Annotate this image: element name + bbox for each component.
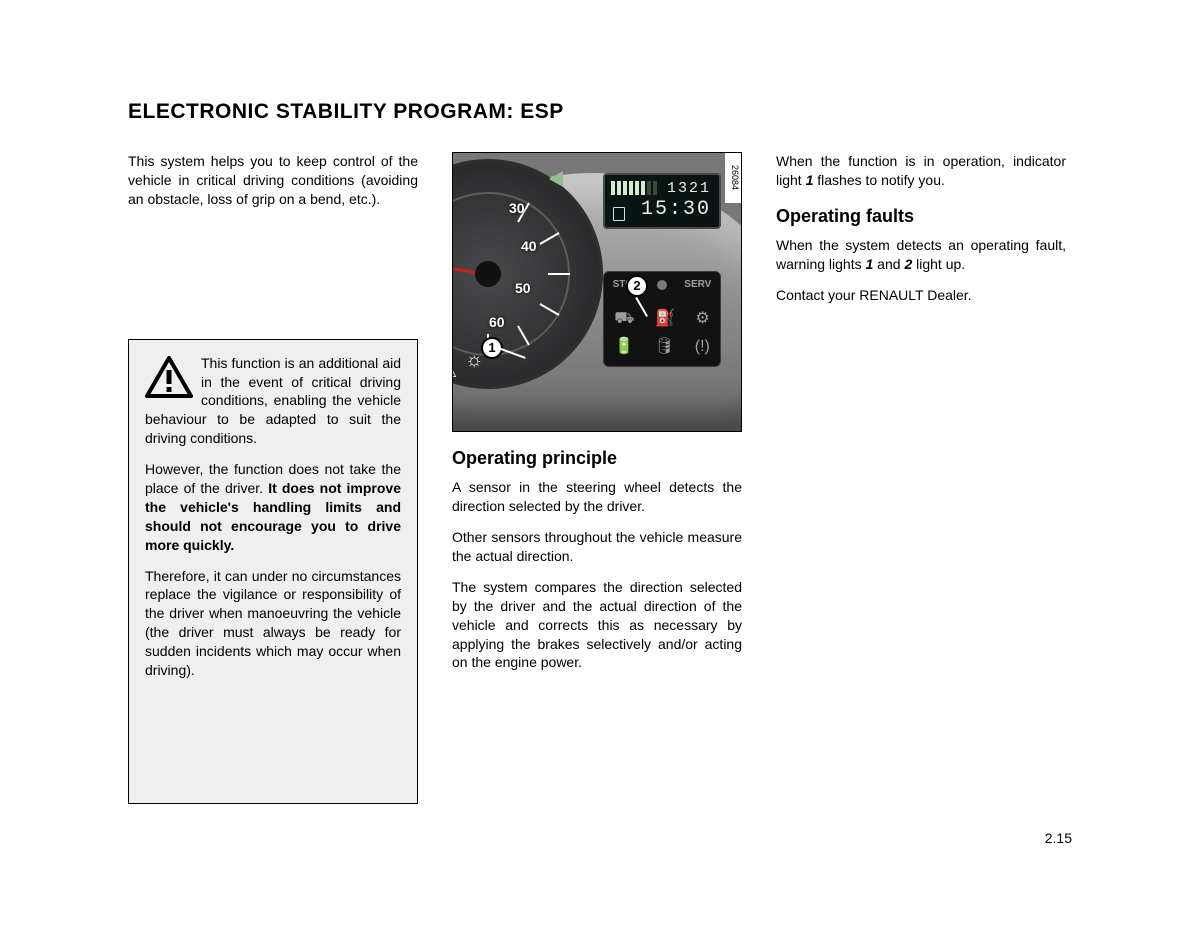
operating-principle-heading: Operating principle xyxy=(452,446,742,470)
column-middle: 30 40 50 60 x 100 ⚠ 1321 15:30 xyxy=(452,152,742,804)
lcd-line-2: 15:30 xyxy=(641,196,711,223)
center-dot-icon xyxy=(657,280,667,290)
fuel-pump-small-icon: ⛽ xyxy=(655,308,675,330)
fuel-pump-icon xyxy=(613,207,625,221)
warning-paragraph-2: However, the function does not take the … xyxy=(145,460,401,554)
column-layout: This system helps you to keep control of… xyxy=(128,152,1072,804)
warning-paragraph-3: Therefore, it can under no circumstances… xyxy=(145,567,401,680)
page-number: 2.15 xyxy=(1045,830,1072,846)
figure-code: 26084 xyxy=(725,153,741,203)
gauge-number-40: 40 xyxy=(521,237,537,256)
gauge-number-60: 60 xyxy=(489,313,505,332)
callout-1: 1 xyxy=(481,337,503,359)
dashboard-figure: 30 40 50 60 x 100 ⚠ 1321 15:30 xyxy=(452,152,742,432)
principle-paragraph-3: The system compares the direction select… xyxy=(452,578,742,672)
lcd-display: 1321 15:30 xyxy=(603,173,721,229)
gauge-number-50: 50 xyxy=(515,279,531,298)
op-text-c: flashes to notify you. xyxy=(813,172,945,188)
seatbelt-icon: ⛟ xyxy=(614,308,634,330)
fault-text-e: light up. xyxy=(912,256,965,272)
gauge-number-30: 30 xyxy=(509,199,525,218)
headlamp-icon: ☼ xyxy=(465,349,483,371)
manual-page: ELECTRONIC STABILITY PROGRAM: ESP This s… xyxy=(128,100,1072,804)
faults-paragraph: When the system detects an operating fau… xyxy=(776,236,1066,274)
fault-text-c: and xyxy=(873,256,904,272)
warning-row-top: STOP SERV xyxy=(604,278,720,292)
gauge-hub xyxy=(475,261,501,287)
contact-paragraph: Contact your RENAULT Dealer. xyxy=(776,286,1066,305)
warning-row-mid: ⛟ ⛽ ⚙ xyxy=(604,308,720,330)
intro-paragraph: This system helps you to keep control of… xyxy=(128,152,418,209)
battery-icon: 🔋 xyxy=(614,336,634,358)
principle-paragraph-2: Other sensors throughout the vehicle mea… xyxy=(452,528,742,566)
skid-warning-icon: ⚠ xyxy=(452,359,457,383)
warning-light-panel: STOP SERV ⛟ ⛽ ⚙ 🔋 🛢 (!) xyxy=(603,271,721,367)
warning-paragraph-1: This function is an additional aid in th… xyxy=(145,354,401,448)
fuel-bar-graph xyxy=(611,181,657,195)
engine-icon: ⚙ xyxy=(695,308,709,330)
page-title: ELECTRONIC STABILITY PROGRAM: ESP xyxy=(128,100,1072,124)
oil-can-icon: 🛢 xyxy=(654,336,674,358)
operating-faults-heading: Operating faults xyxy=(776,204,1066,228)
principle-paragraph-1: A sensor in the steering wheel detects t… xyxy=(452,478,742,516)
turn-signal-icon xyxy=(549,171,563,187)
column-left: This system helps you to keep control of… xyxy=(128,152,418,804)
serv-label: SERV xyxy=(684,278,711,292)
brake-icon: (!) xyxy=(695,336,710,358)
warning-row-bot: 🔋 🛢 (!) xyxy=(604,336,720,358)
operation-paragraph: When the function is in operation, indic… xyxy=(776,152,1066,190)
warning-triangle-icon xyxy=(145,356,193,398)
warning-box: This function is an additional aid in th… xyxy=(128,339,418,804)
column-right: When the function is in operation, indic… xyxy=(776,152,1066,804)
callout-2: 2 xyxy=(626,275,648,297)
